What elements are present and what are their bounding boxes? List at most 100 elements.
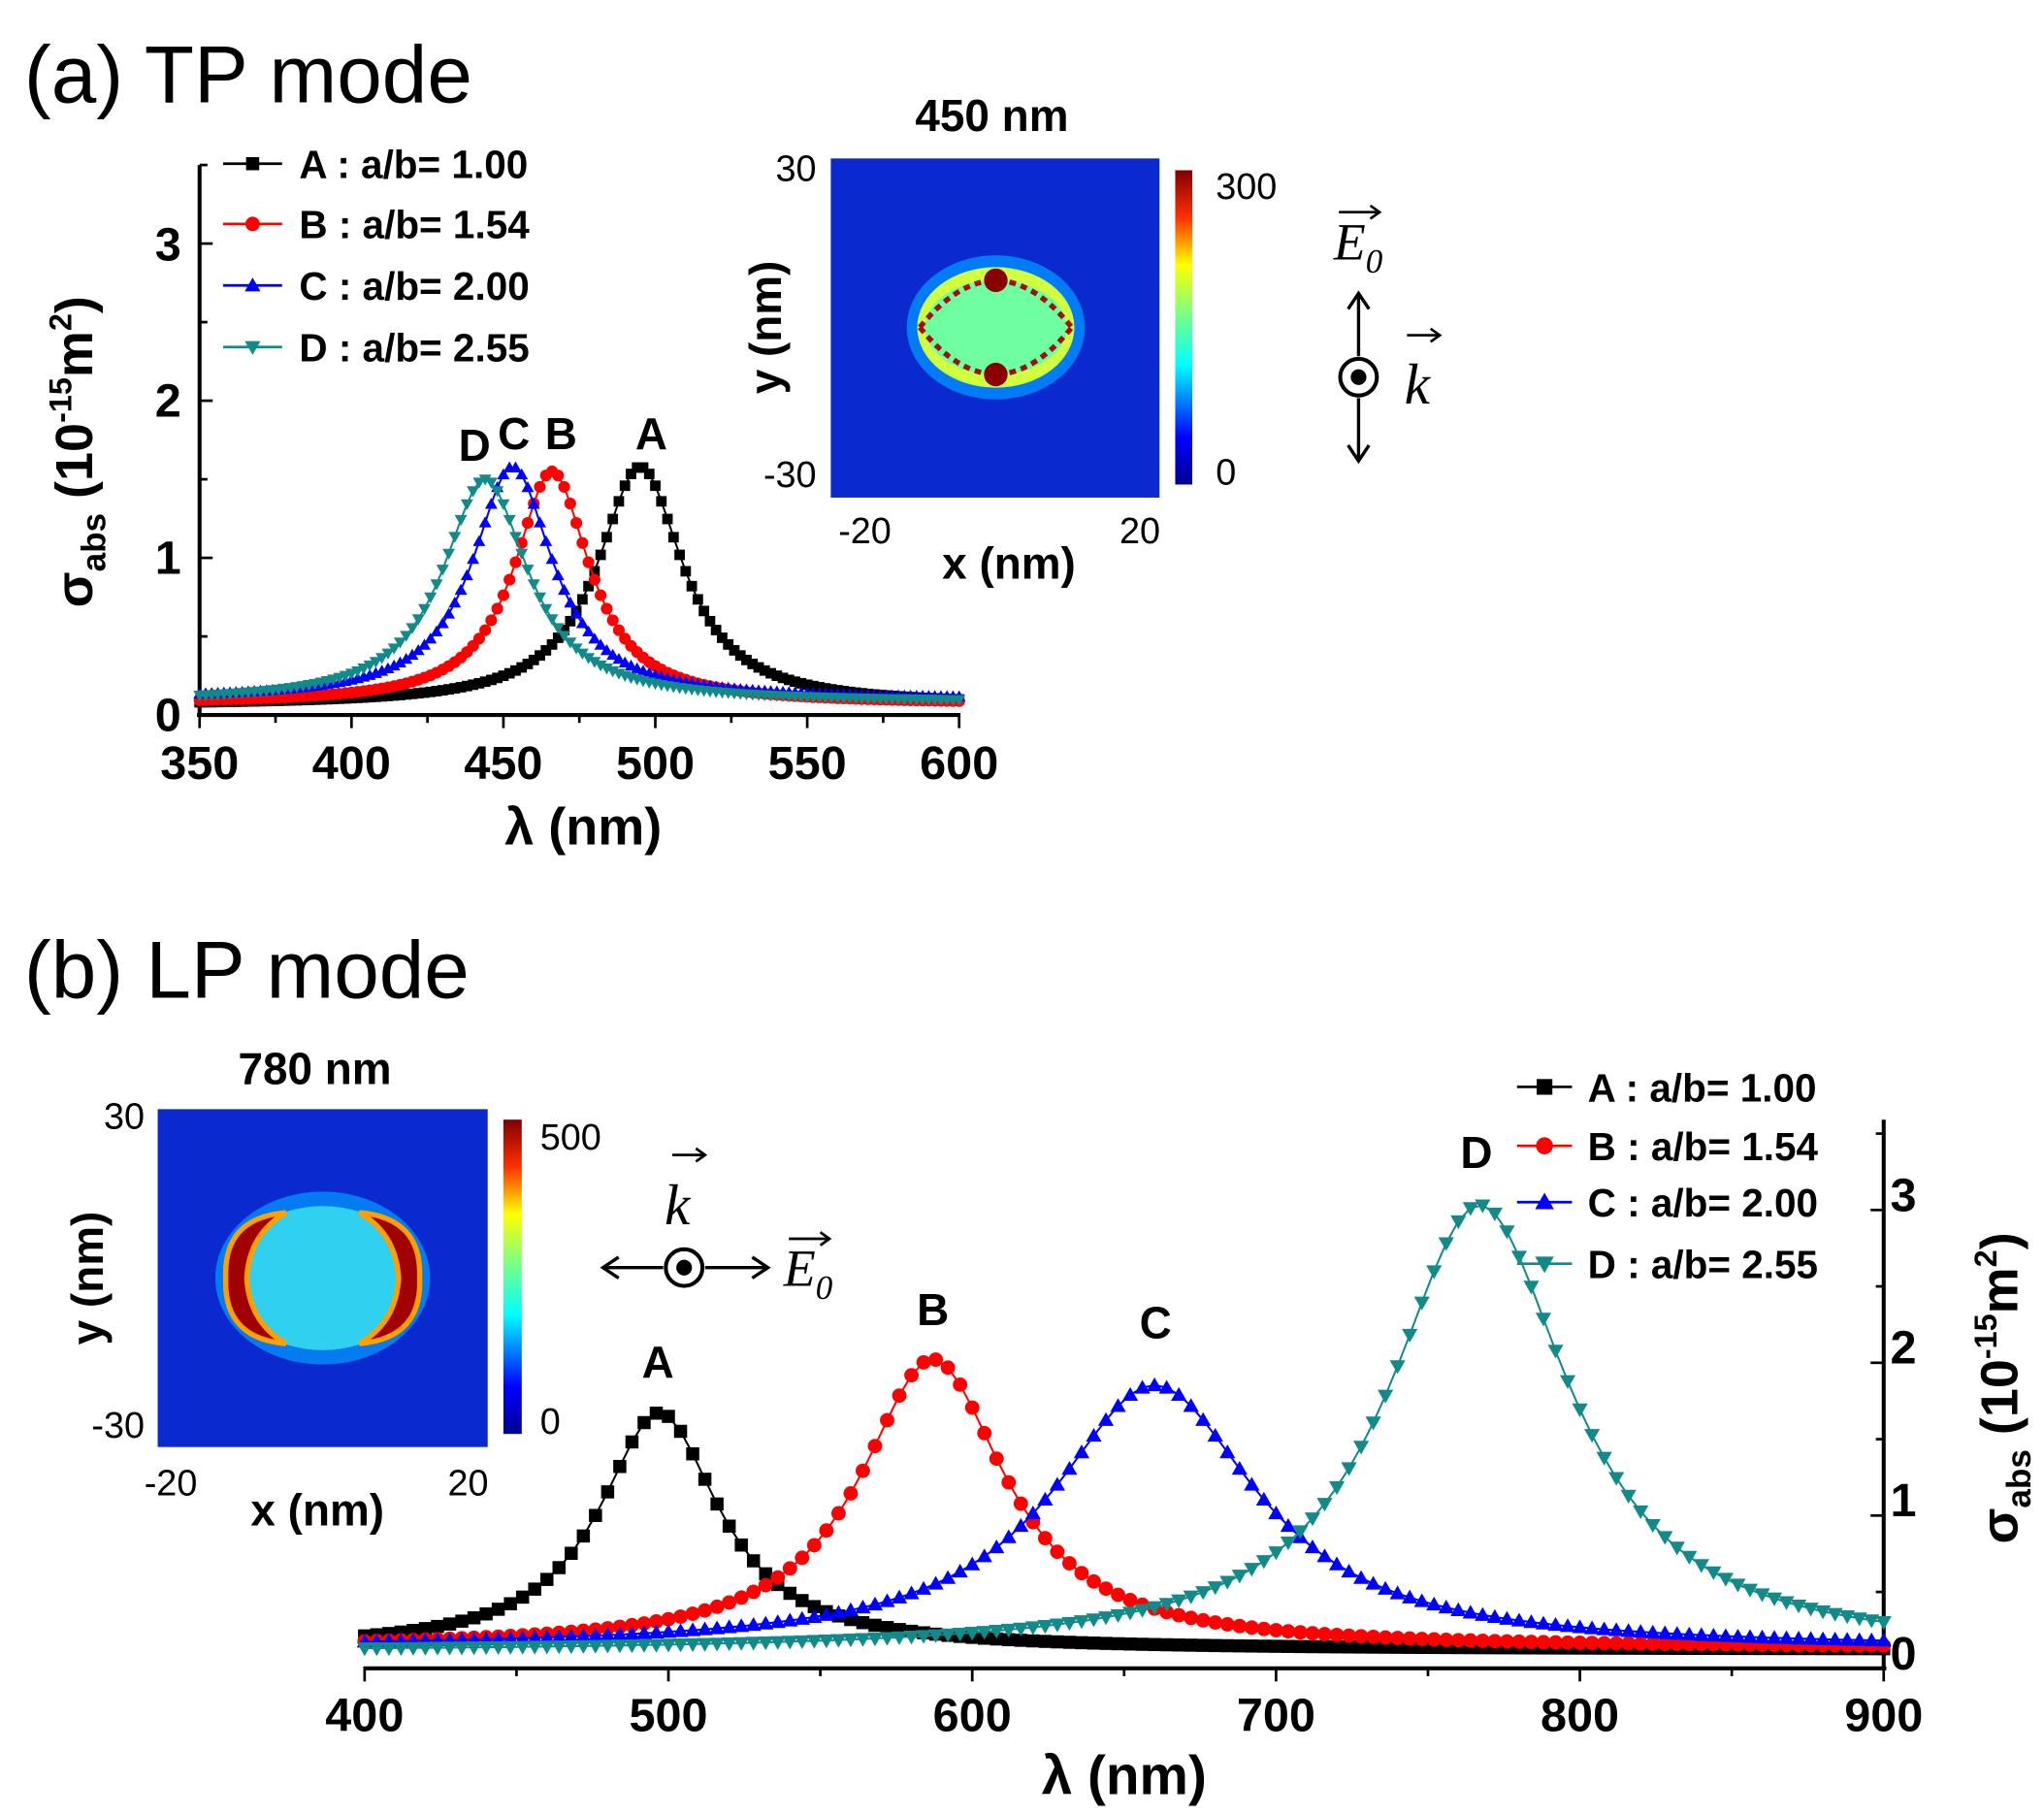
- data-point: [528, 1582, 541, 1596]
- panel-a-field-map-inset: 450 nm 300 0 30 -30 -20 20 x (nm) y (nm): [740, 90, 1277, 589]
- data-point: [1402, 1589, 1418, 1604]
- data-point: [382, 691, 394, 701]
- data-point: [455, 1614, 469, 1628]
- data-point: [563, 1628, 579, 1643]
- data-point: [1306, 1639, 1319, 1654]
- data-point: [575, 648, 589, 660]
- data-point: [521, 516, 535, 530]
- data-point: [940, 1360, 956, 1376]
- data-point: [741, 654, 752, 665]
- peak-label: D: [459, 420, 491, 470]
- data-point: [1657, 1531, 1673, 1545]
- data-point: [843, 1486, 859, 1501]
- data-point: [570, 516, 583, 530]
- data-point: [400, 652, 413, 664]
- data-point: [1268, 1546, 1284, 1561]
- data-point: [454, 583, 468, 596]
- data-point: [521, 480, 535, 493]
- data-point: [1548, 1635, 1563, 1650]
- panel-b-title: (b) LP mode: [24, 924, 470, 1016]
- data-point: [1073, 1444, 1090, 1459]
- data-point: [1633, 1624, 1649, 1638]
- data-point: [1486, 1608, 1503, 1623]
- inset-a-ylabel: y (nm): [740, 261, 791, 395]
- data-point: [1475, 1199, 1491, 1214]
- data-point: [989, 1625, 1005, 1639]
- data-point: [818, 1606, 834, 1621]
- data-point: [733, 1618, 750, 1633]
- data-point: [1111, 1637, 1125, 1651]
- panel-b-series: [356, 1199, 1892, 1657]
- data-point: [1316, 1498, 1333, 1512]
- data-point: [1573, 1636, 1587, 1650]
- legend-label: B : a/b= 1.54: [299, 203, 530, 247]
- data-point: [1050, 1544, 1065, 1560]
- data-point: [1608, 1472, 1625, 1486]
- k-vector-label: k: [665, 1173, 692, 1237]
- data-point: [492, 672, 503, 684]
- data-point: [1172, 1637, 1185, 1652]
- data-point: [527, 579, 540, 591]
- legend-item: B : a/b= 1.54: [1516, 1124, 1819, 1169]
- data-point: [1000, 1623, 1017, 1638]
- series-line: [199, 466, 959, 703]
- data-point: [1074, 1566, 1089, 1581]
- data-point: [1087, 1573, 1101, 1589]
- data-point: [595, 589, 607, 601]
- data-point: [795, 1550, 810, 1566]
- data-point: [1462, 1202, 1478, 1216]
- data-point: [915, 1630, 932, 1644]
- data-point: [1293, 1639, 1308, 1654]
- data-point: [1219, 1444, 1236, 1459]
- data-point: [952, 1563, 968, 1578]
- data-point: [589, 1508, 602, 1522]
- data-point: [964, 1627, 981, 1641]
- data-point: [1438, 1599, 1454, 1614]
- data-point: [1681, 1550, 1698, 1565]
- data-point: [472, 535, 486, 546]
- data-point: [1255, 1555, 1272, 1570]
- hotspot-left: [223, 1210, 288, 1346]
- data-point: [1037, 1491, 1054, 1506]
- data-point: [709, 1599, 725, 1614]
- data-point: [595, 549, 606, 561]
- data-point: [588, 573, 600, 586]
- data-point: [612, 652, 626, 664]
- data-point: [1353, 1629, 1369, 1644]
- data-point: [565, 615, 576, 627]
- panel-b-legend: A : a/b= 1.00 B : a/b= 1.54 C : a/b= 2.00 D…: [1516, 1065, 1819, 1287]
- data-point: [1717, 1572, 1734, 1587]
- data-point: [522, 659, 534, 669]
- k-vector-label: k: [1405, 352, 1432, 416]
- data-point: [964, 1400, 980, 1415]
- data-point: [1121, 1386, 1139, 1402]
- data-point: [697, 1637, 713, 1652]
- data-point: [855, 1633, 871, 1647]
- data-point: [587, 1639, 603, 1654]
- data-point: [521, 565, 535, 576]
- peak-label: A: [635, 408, 667, 459]
- data-point: [516, 662, 528, 673]
- data-point: [1341, 1462, 1357, 1476]
- data-point: [1231, 1461, 1248, 1475]
- inset-b-xlabel: x (nm): [250, 1485, 384, 1536]
- data-point: [717, 632, 728, 643]
- data-point: [769, 1636, 786, 1650]
- inset-a-title: 450 nm: [915, 90, 1068, 141]
- data-point: [551, 1629, 568, 1643]
- data-point: [1352, 1441, 1370, 1455]
- data-point: [490, 1640, 506, 1656]
- data-point: [1438, 1237, 1454, 1251]
- data-point: [1208, 1615, 1223, 1630]
- data-point: [564, 497, 576, 510]
- data-point: [442, 548, 456, 561]
- data-point: [868, 1618, 882, 1633]
- legend-item: C : a/b= 2.00: [1516, 1181, 1818, 1225]
- inset-b-colorbar-max: 500: [540, 1118, 601, 1158]
- data-point: [1086, 1427, 1102, 1442]
- data-point: [1122, 1593, 1138, 1607]
- data-point: [551, 568, 565, 581]
- data-point: [1426, 1596, 1443, 1611]
- data-point: [412, 688, 424, 699]
